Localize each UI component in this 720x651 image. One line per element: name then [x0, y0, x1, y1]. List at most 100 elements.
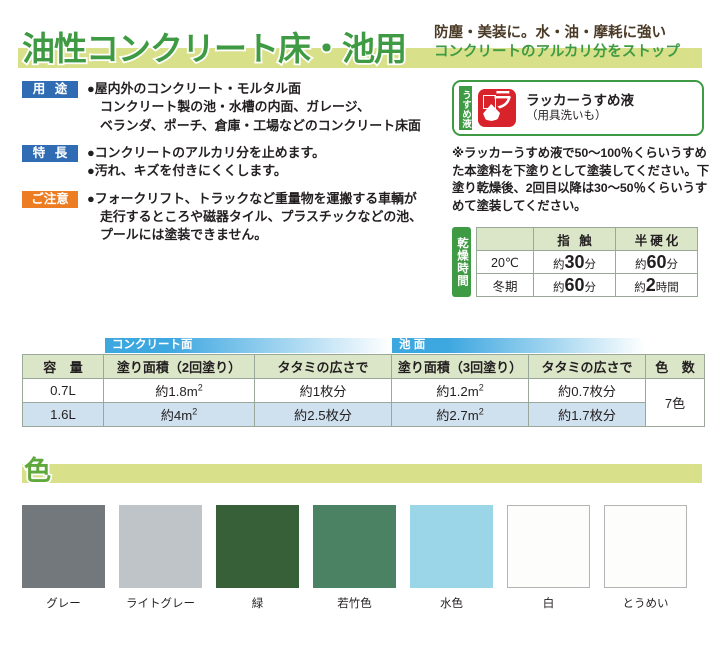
coverage-colors-value: 7色 [645, 378, 705, 427]
coverage-area-pond-0-value: 約1.2 [436, 384, 468, 399]
thinner-icon-char: ラ [492, 89, 513, 112]
caution-badge: ご注意 [22, 190, 78, 208]
drying-halfcure-winter: 約2時間 [615, 273, 698, 297]
drying-halfcure-winter-value: 2 [645, 274, 656, 295]
drying-row-20c: 20℃ 約30分 約60分 [476, 250, 698, 274]
caution-line-2: 走行するところや磁器タイル、プラスチックなどの池、 [100, 208, 423, 224]
drying-time-table: 指 触 半硬化 20℃ 約30分 約60分 冬期 約60分 約2時間 [476, 227, 698, 297]
coverage-header-area-concrete: 塗り面積（2回塗り） [103, 354, 255, 379]
square-superscript: 2 [478, 406, 484, 417]
color-name-label: ライトグレー [126, 598, 195, 610]
color-swatch-1: ライトグレー [119, 505, 202, 611]
coverage-area-concrete-0-value: 約1.8 [155, 384, 187, 399]
drying-touch-winter-unit: 分 [584, 281, 597, 294]
drying-time-vertical-label: 乾燥時間 [452, 227, 471, 297]
thinner-column: うすめ液 ラ ラッカーうすめ液 （用具洗いも） ※ラッカーうすめ液で50〜100… [452, 80, 709, 297]
coverage-area-concrete-1-value: 約4 [160, 408, 182, 423]
coverage-header-tatami-concrete: タタミの広さで [254, 354, 392, 379]
usage-line-1: ●屋内外のコンクリート・モルタル面 [87, 81, 302, 96]
color-name-label: 緑 [251, 598, 264, 610]
color-section-heading: 色 [22, 454, 53, 488]
thinner-vertical-label: うすめ液 [459, 86, 472, 130]
color-section-band [22, 464, 702, 483]
drying-halfcure-20c-value: 60 [646, 251, 667, 272]
thinner-note: （用具洗いも） [526, 110, 607, 123]
color-swatch-6: とうめい [604, 505, 687, 611]
color-chip [410, 505, 493, 588]
coverage-table: 容 量 塗り面積（2回塗り） タタミの広さで 塗り面積（3回塗り） タタミの広さ… [22, 354, 705, 427]
drying-halfcure-winter-unit: 時間 [655, 281, 679, 294]
color-swatch-0: グレー [22, 505, 105, 611]
drying-halfcure-winter-prefix: 約 [634, 281, 646, 294]
usage-badge: 用 途 [22, 81, 78, 98]
drying-touch-winter-prefix: 約 [552, 281, 565, 294]
coverage-tatami-pond-1: 約1.7枚分 [528, 402, 646, 427]
drying-condition-20c: 20℃ [476, 250, 534, 274]
color-swatch-3: 若竹色 [313, 505, 396, 611]
usage-text: ●屋内外のコンクリート・モルタル面 コンクリート製の池・水槽の内面、ガレージ、 … [87, 80, 421, 135]
lacquer-thinner-icon: ラ [478, 89, 516, 127]
square-superscript: 2 [197, 382, 203, 393]
features-row: 特 長 ●コンクリートのアルカリ分を止めます。 ●汚れ、キズを付きにくくします。 [22, 144, 437, 181]
features-line-1: ●コンクリートのアルカリ分を止めます。 [87, 144, 326, 160]
coverage-area-concrete-1-unit: m [181, 408, 193, 423]
coverage-area-pond-0: 約1.2m2 [391, 378, 529, 403]
drying-header-blank [476, 227, 534, 251]
caution-text: ●フォークリフト、トラックなど重量物を運搬する車輌が 走行するところや磁器タイル… [87, 190, 422, 245]
color-chip [604, 505, 687, 588]
drying-touch-20c-unit: 分 [584, 258, 597, 271]
thinner-name: ラッカーうすめ液 [526, 92, 634, 108]
drying-header-row: 指 触 半硬化 [476, 227, 698, 251]
coverage-tatami-pond-0: 約0.7枚分 [528, 378, 646, 403]
coverage-header-tatami-pond: タタミの広さで [528, 354, 646, 379]
color-name-label: 若竹色 [337, 598, 372, 610]
info-column: 用 途 ●屋内外のコンクリート・モルタル面 コンクリート製の池・水槽の内面、ガレ… [22, 80, 437, 254]
drying-touch-winter-value: 60 [564, 274, 585, 295]
drying-touch-20c-prefix: 約 [552, 258, 565, 271]
drying-touch-winter: 約60分 [533, 273, 616, 297]
color-chip [313, 505, 396, 588]
subtitle-line-1: 防塵・美装に。水・油・摩耗に強い [434, 25, 666, 41]
coverage-header-area-pond: 塗り面積（3回塗り） [391, 354, 529, 379]
square-superscript: 2 [192, 406, 198, 417]
color-swatch-5: 白 [507, 505, 590, 611]
drying-halfcure-20c-prefix: 約 [634, 258, 647, 271]
usage-line-2: コンクリート製の池・水槽の内面、ガレージ、 [100, 99, 371, 115]
page-header: 油性コンクリート床・池用 防塵・美装に。水・油・摩耗に強い コンクリートのアルカ… [0, 0, 720, 69]
coverage-area-pond-1: 約2.7m2 [391, 402, 529, 427]
coverage-area-pond-0-unit: m [467, 384, 479, 399]
page-title: 油性コンクリート床・池用 [20, 28, 409, 69]
drying-row-winter: 冬期 約60分 約2時間 [476, 273, 698, 297]
square-superscript: 2 [478, 382, 484, 393]
color-chip [507, 505, 590, 588]
color-name-label: 白 [542, 598, 555, 610]
color-chip [22, 505, 105, 588]
drying-touch-20c: 約30分 [533, 250, 616, 274]
features-line-2: ●汚れ、キズを付きにくくします。 [87, 163, 287, 179]
thinner-label-group: ラッカーうすめ液 （用具洗いも） [526, 92, 634, 125]
coverage-area-concrete-1: 約4m2 [103, 402, 255, 427]
color-name-label: 水色 [440, 598, 463, 610]
usage-line-3: ベランダ、ポーチ、倉庫・工場などのコンクリート床面 [100, 117, 421, 133]
features-badge: 特 長 [22, 144, 78, 162]
coverage-section: コンクリート面 池 面 容 量 塗り面積（2回塗り） タタミの広さで 塗り面積（… [22, 338, 705, 427]
subtitle-line-2: コンクリートのアルカリ分をストップ [434, 43, 680, 60]
thinner-description: ※ラッカーうすめ液で50〜100％くらいうすめた本塗料を下塗りとして塗装してくだ… [452, 146, 709, 214]
caution-line-1: ●フォークリフト、トラックなど重量物を運搬する車輌が [87, 190, 417, 206]
table-row: 1.6L 約4m2 約2.5枚分 約2.7m2 約1.7枚分 [22, 402, 705, 427]
header-subtitle: 防塵・美装に。水・油・摩耗に強い コンクリートのアルカリ分をストップ [434, 24, 680, 61]
drying-halfcure-20c: 約60分 [615, 250, 698, 274]
coverage-volume-1: 1.6L [22, 402, 104, 427]
table-row: 0.7L 約1.8m2 約1枚分 約1.2m2 約0.7枚分 7色 [22, 378, 705, 427]
coverage-area-concrete-0-unit: m [186, 384, 198, 399]
drying-header-touch: 指 触 [533, 227, 616, 251]
category-bars: コンクリート面 池 面 [22, 338, 698, 354]
drying-halfcure-20c-unit: 分 [666, 258, 679, 271]
coverage-area-concrete-0: 約1.8m2 [103, 378, 255, 403]
features-text: ●コンクリートのアルカリ分を止めます。 ●汚れ、キズを付きにくくします。 [87, 144, 325, 181]
caution-line-3: プールには塗装できません。 [100, 227, 268, 243]
color-swatch-4: 水色 [410, 505, 493, 611]
coverage-tatami-concrete-1: 約2.5枚分 [254, 402, 392, 427]
header-band [18, 48, 702, 68]
usage-row: 用 途 ●屋内外のコンクリート・モルタル面 コンクリート製の池・水槽の内面、ガレ… [22, 80, 437, 135]
